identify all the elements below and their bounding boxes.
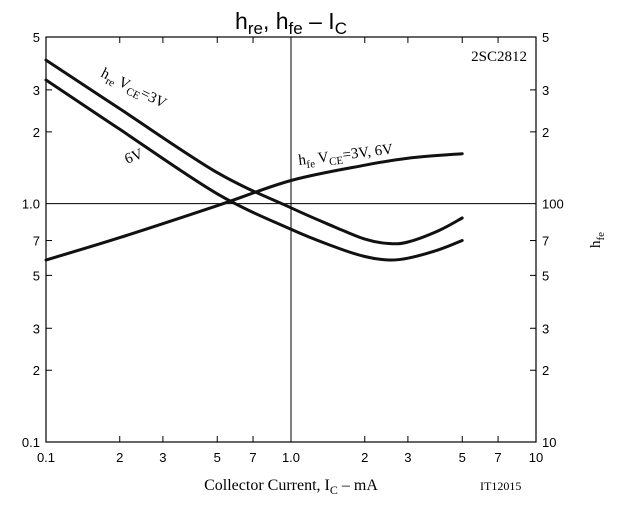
left-y-tick-label: 5 — [33, 268, 40, 283]
left-y-tick-label: 2 — [33, 125, 40, 140]
x-tick-label: 7 — [249, 450, 256, 465]
grid-lines — [46, 37, 536, 442]
figure-id: IT12015 — [480, 479, 521, 493]
left-y-tick-label: 2 — [33, 363, 40, 378]
part-number: 2SC2812 — [471, 49, 527, 65]
hre-vce-3v-curve — [44, 58, 464, 246]
x-tick-label: 2 — [116, 450, 123, 465]
right-y-tick-label: 2 — [542, 125, 549, 140]
right-y-tick-label: 5 — [542, 30, 549, 45]
right-y-tick-label: 7 — [542, 234, 549, 249]
left-y-tick-label: 0.1 — [22, 435, 40, 450]
hre-vce-6v-curve — [44, 78, 464, 262]
left-y-tick-label: 1.0 — [22, 197, 40, 212]
hre-6v-label: 6V — [123, 146, 146, 168]
hre-series-label: hre VCE=3V — [97, 65, 169, 114]
right-y-tick-label: 10 — [542, 435, 556, 450]
left-y-tick-label: 5 — [33, 30, 40, 45]
left-y-tick-label: 7 — [33, 234, 40, 249]
plot-frame — [45, 36, 537, 443]
x-tick-label: 3 — [404, 450, 411, 465]
x-tick-labels: 0.1 2 3 5 7 1.0 2 3 5 7 10 — [37, 450, 543, 465]
right-y-axis-label: hfe — [588, 232, 607, 248]
right-y-tick-label: 5 — [542, 268, 549, 283]
x-tick-label: 7 — [494, 450, 501, 465]
x-tick-label: 5 — [214, 450, 221, 465]
right-y-tick-label: 3 — [542, 321, 549, 336]
x-tick-label: 3 — [159, 450, 166, 465]
right-y-tick-label: 100 — [542, 197, 564, 212]
x-tick-label: 0.1 — [37, 450, 55, 465]
x-tick-label: 10 — [529, 450, 543, 465]
x-tick-label: 1.0 — [282, 450, 300, 465]
right-y-tick-labels: 10 2 3 5 7 100 2 3 5 — [542, 30, 564, 450]
right-y-tick-label: 3 — [542, 83, 549, 98]
hfe-series-label: hfe VCE=3V, 6V — [298, 141, 395, 171]
left-y-tick-labels: 0.1 2 3 5 7 1.0 2 3 5 — [22, 30, 40, 450]
x-tick-label: 2 — [361, 450, 368, 465]
left-y-tick-label: 3 — [33, 83, 40, 98]
x-axis-label: Collector Current, IC – mA — [204, 477, 378, 497]
chart-title: hre, hfe – IC — [235, 8, 347, 38]
hfe-vce-3v-6v-curve — [44, 152, 464, 262]
x-tick-label: 5 — [459, 450, 466, 465]
left-y-tick-label: 3 — [33, 321, 40, 336]
curves — [44, 58, 464, 262]
right-y-tick-label: 2 — [542, 363, 549, 378]
